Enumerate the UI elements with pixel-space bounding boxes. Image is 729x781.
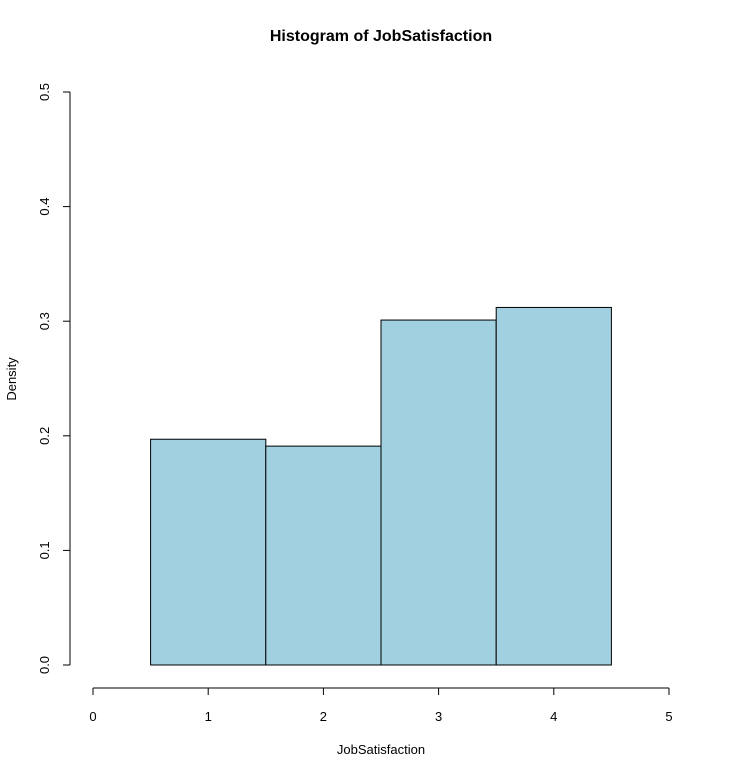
y-tick-label-0.2: 0.2 xyxy=(37,427,52,445)
x-tick-label-0: 0 xyxy=(89,709,96,724)
y-tick-label-0.1: 0.1 xyxy=(37,541,52,559)
x-tick-label-2: 2 xyxy=(320,709,327,724)
histogram-bar-2 xyxy=(265,445,382,666)
x-tick-label-4: 4 xyxy=(550,709,557,724)
x-tick-label-5: 5 xyxy=(665,709,672,724)
y-axis-label: Density xyxy=(4,357,19,401)
histogram-bar-3 xyxy=(380,319,497,666)
y-axis: 0.0 0.1 0.2 0.3 0.4 0.5 xyxy=(37,83,71,674)
y-tick-label-0.0: 0.0 xyxy=(37,656,52,674)
bars-group xyxy=(150,306,612,666)
x-tick-label-1: 1 xyxy=(205,709,212,724)
histogram-bar-4 xyxy=(495,306,612,666)
y-tick-label-0.4: 0.4 xyxy=(37,198,52,216)
x-axis-label: JobSatisfaction xyxy=(337,742,425,757)
x-axis: 0 1 2 3 4 5 xyxy=(89,687,673,724)
histogram-bar-1 xyxy=(150,438,267,666)
chart-title: Histogram of JobSatisfaction xyxy=(270,28,492,45)
x-tick-label-3: 3 xyxy=(435,709,442,724)
y-tick-label-0.3: 0.3 xyxy=(37,312,52,330)
y-tick-label-0.5: 0.5 xyxy=(37,83,52,101)
